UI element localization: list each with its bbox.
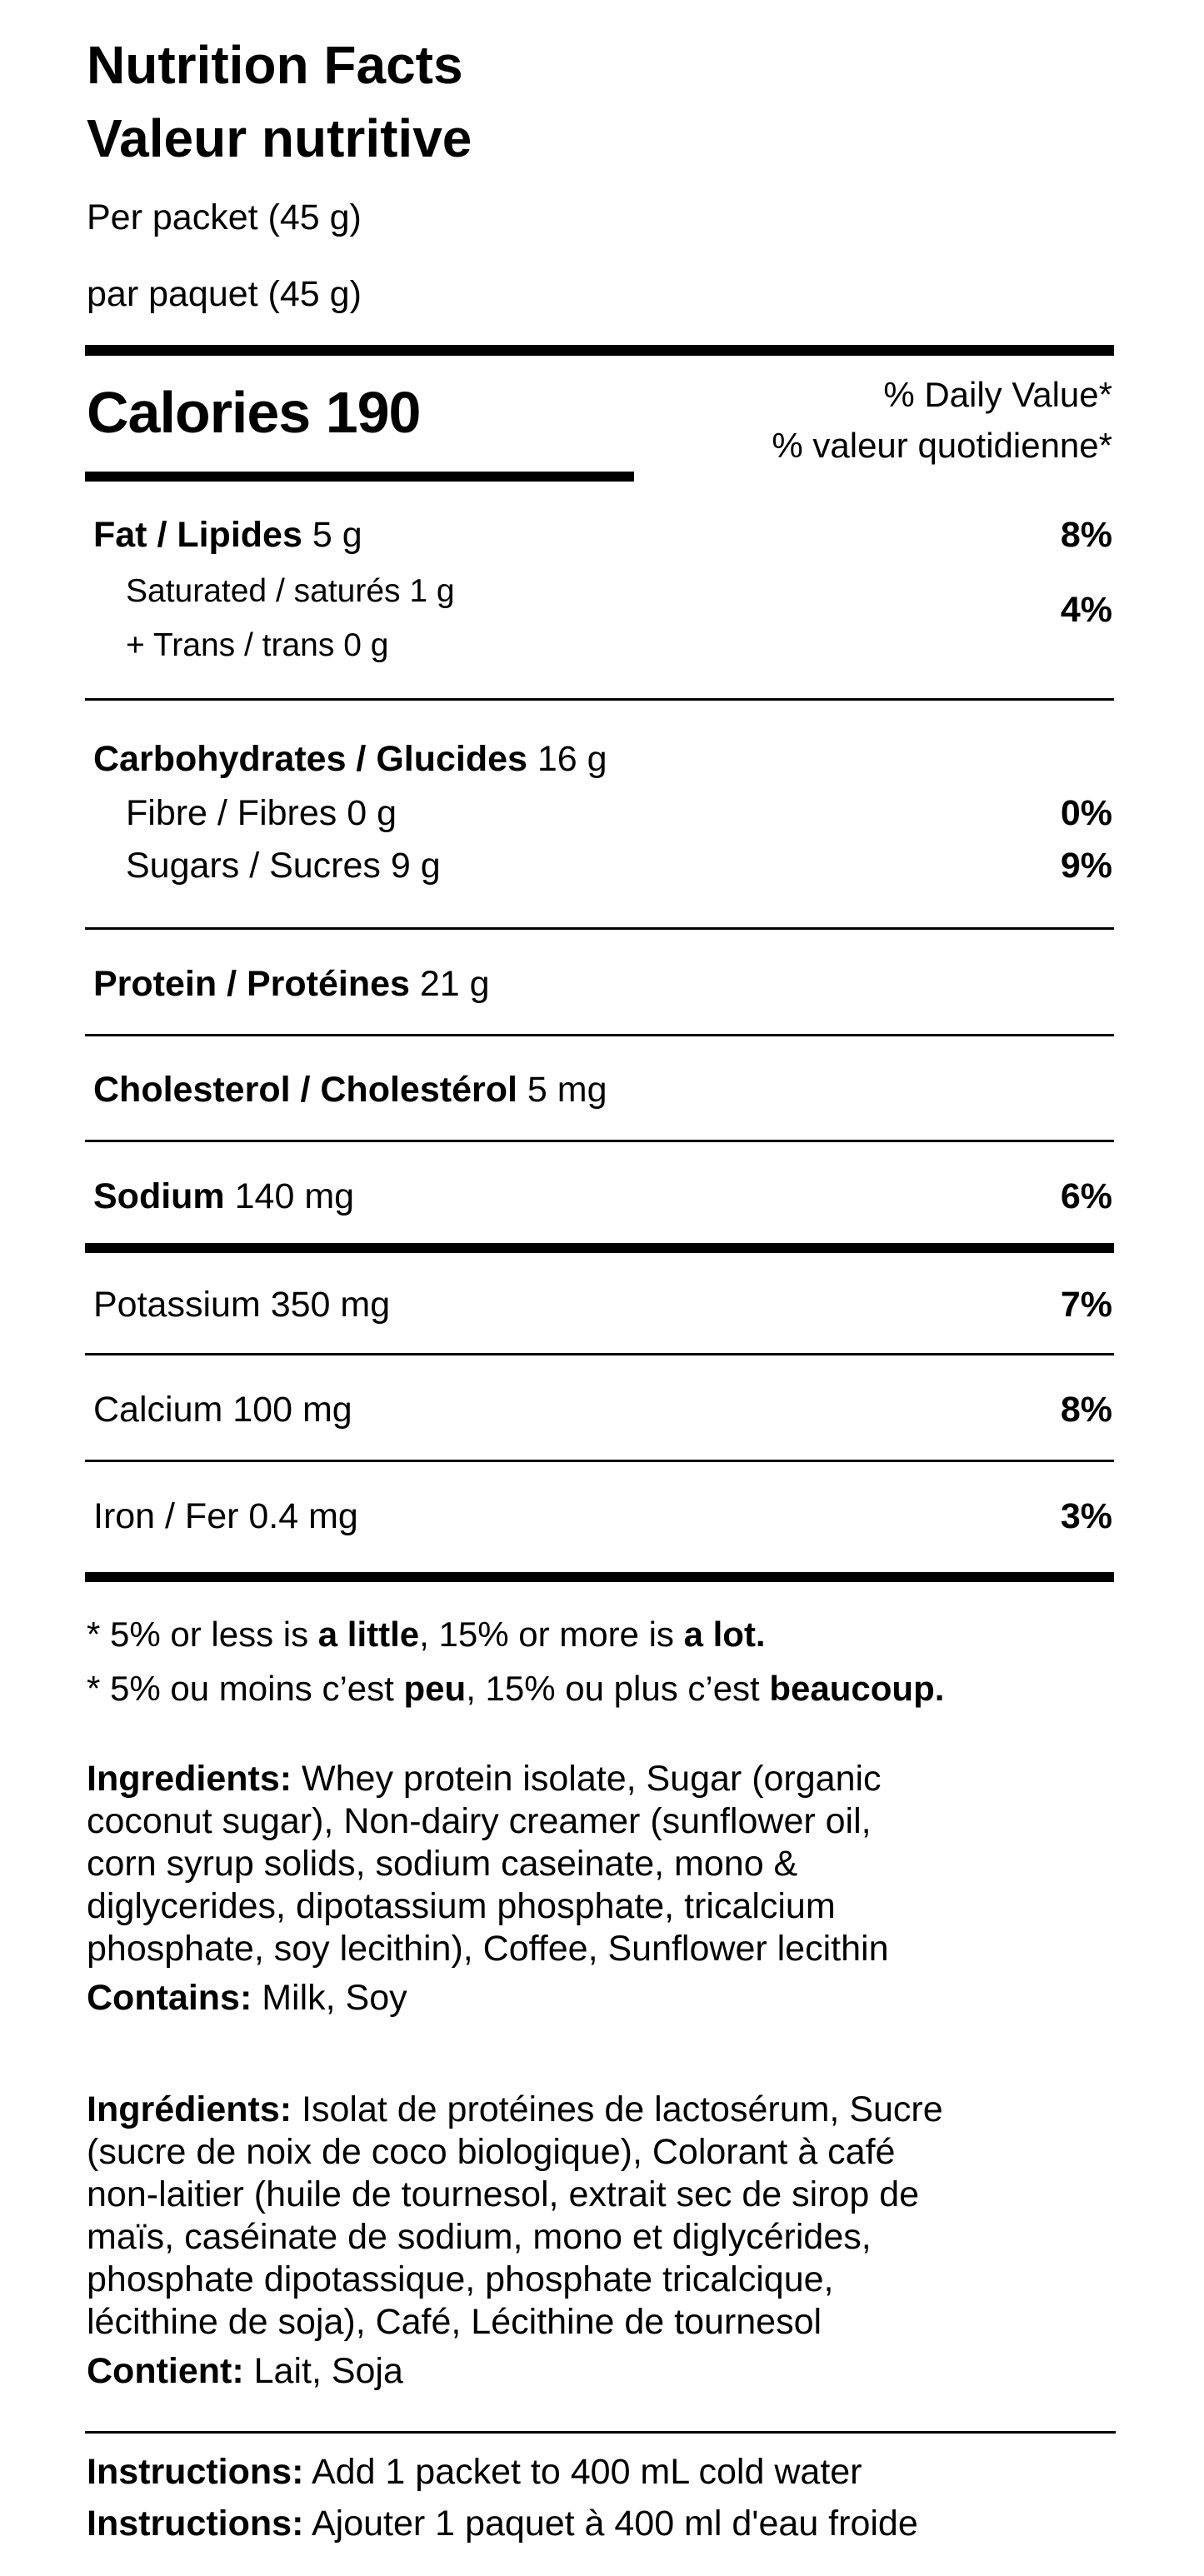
title-en: Nutrition Facts <box>87 35 463 95</box>
ingredients-en: Ingredients: Whey protein isolate, Sugar… <box>87 1759 889 2018</box>
sugars-dv: 9% <box>1060 846 1112 886</box>
cholesterol-label: Cholesterol / Cholestérol <box>93 1070 517 1110</box>
sodium-label: Sodium <box>93 1176 225 1216</box>
daily-value-header-en: % Daily Value* <box>883 375 1112 414</box>
divider <box>85 1460 1114 1462</box>
fat-dv: 8% <box>1060 515 1112 555</box>
divider <box>85 698 1114 701</box>
sodium-dv: 6% <box>1060 1176 1112 1216</box>
row-protein: Protein / Protéines 21 g <box>93 966 490 1002</box>
carbs-amount: 16 g <box>537 739 607 779</box>
fibre-dv: 0% <box>1060 793 1112 833</box>
fat-amount: 5 g <box>312 515 362 555</box>
carbs-label: Carbohydrates / Glucides <box>93 739 527 779</box>
sugars: Sugars / Sucres 9 g <box>126 846 441 886</box>
protein-amount: 21 g <box>419 964 490 1004</box>
divider-thick <box>85 345 1114 356</box>
trans: + Trans / trans 0 g <box>126 627 389 663</box>
row-sodium: Sodium 140 mg <box>93 1179 354 1215</box>
serving-size-en: Per packet (45 g) <box>87 197 362 237</box>
sat-trans-dv: 4% <box>1060 590 1112 630</box>
sodium-amount: 140 mg <box>234 1176 355 1216</box>
saturated: Saturated / saturés 1 g <box>126 573 455 609</box>
row-cholesterol: Cholesterol / Cholestérol 5 mg <box>93 1072 607 1108</box>
divider <box>85 1353 1114 1355</box>
ingredients-fr: Ingrédients: Isolat de protéines de lact… <box>87 2089 943 2391</box>
instructions-fr: Instructions: Ajouter 1 paquet à 400 ml … <box>87 2504 918 2544</box>
footnote-fr: * 5% ou moins c’est peu, 15% ou plus c’e… <box>87 1669 945 1708</box>
contains-fr: Contient: Lait, Soja <box>87 2351 403 2391</box>
footnote-en: * 5% or less is a little, 15% or more is… <box>87 1615 766 1654</box>
serving-size-fr: par paquet (45 g) <box>87 274 362 314</box>
protein-label: Protein / Protéines <box>93 964 410 1004</box>
calcium: Calcium 100 mg <box>93 1390 352 1430</box>
row-fat: Fat / Lipides 5 g <box>93 517 362 553</box>
daily-value-header-fr: % valeur quotidienne* <box>772 426 1112 465</box>
ingredients-label: Ingredients: <box>87 1759 292 1799</box>
divider <box>85 2431 1116 2434</box>
potassium: Potassium 350 mg <box>93 1285 391 1325</box>
cholesterol-amount: 5 mg <box>527 1070 607 1110</box>
ingredients-label: Ingrédients: <box>87 2089 292 2129</box>
divider-thick <box>85 1572 1114 1582</box>
iron-dv: 3% <box>1060 1496 1112 1536</box>
calcium-dv: 8% <box>1060 1390 1112 1430</box>
divider <box>85 927 1114 930</box>
contains-en: Contains: Milk, Soy <box>87 1978 407 2018</box>
divider-thick <box>85 1243 1114 1253</box>
potassium-dv: 7% <box>1060 1285 1112 1325</box>
fat-label: Fat / Lipides <box>93 515 302 555</box>
divider-calories <box>85 472 634 482</box>
iron: Iron / Fer 0.4 mg <box>93 1496 358 1536</box>
calories: Calories 190 <box>87 380 421 445</box>
title-fr: Valeur nutritive <box>87 108 472 168</box>
divider <box>85 1034 1114 1036</box>
row-carbs: Carbohydrates / Glucides 16 g <box>93 741 607 777</box>
divider <box>85 1140 1114 1142</box>
fibre: Fibre / Fibres 0 g <box>126 793 397 833</box>
instructions-en: Instructions: Add 1 packet to 400 mL col… <box>87 2452 862 2492</box>
